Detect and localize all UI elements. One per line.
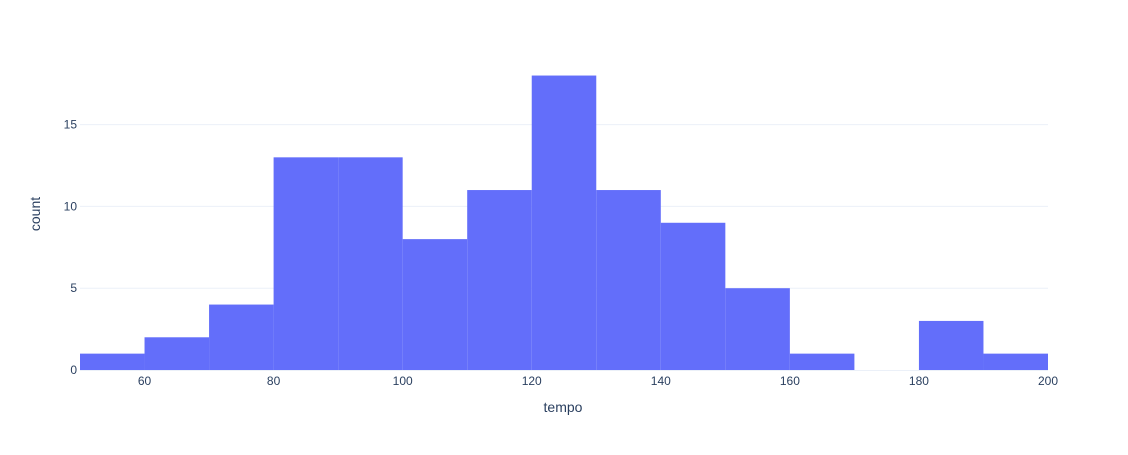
histogram-bar [273, 157, 339, 370]
x-tick-label: 60 [138, 374, 152, 388]
histogram-bar [531, 75, 597, 370]
x-axis-title: tempo [544, 399, 583, 415]
histogram-bar [660, 222, 726, 370]
histogram-bar [80, 353, 145, 370]
y-tick-label: 15 [64, 118, 78, 132]
y-axis-title: count [27, 197, 43, 231]
histogram-bar [983, 353, 1048, 370]
bars [80, 75, 1048, 370]
x-tick-label: 160 [780, 374, 800, 388]
y-tick-label: 0 [70, 363, 77, 377]
y-tick-labels: 0 5 10 15 [64, 118, 78, 377]
x-tick-label: 100 [393, 374, 413, 388]
y-tick-label: 10 [64, 199, 78, 213]
histogram-bar [144, 337, 210, 370]
histogram-bar [209, 304, 274, 370]
x-tick-labels: 60 80 100 120 140 160 180 200 [138, 374, 1058, 388]
histogram-bar [338, 157, 403, 370]
histogram-bar [467, 190, 532, 370]
x-tick-label: 80 [267, 374, 281, 388]
histogram-bar [402, 239, 468, 370]
histogram-bar [596, 190, 661, 370]
histogram-bar [918, 320, 984, 370]
x-tick-label: 200 [1038, 374, 1058, 388]
y-tick-label: 5 [70, 281, 77, 295]
histogram-bar [789, 353, 855, 370]
x-tick-label: 120 [522, 374, 542, 388]
histogram-bar [725, 288, 790, 370]
x-tick-label: 180 [909, 374, 929, 388]
x-tick-label: 140 [651, 374, 671, 388]
